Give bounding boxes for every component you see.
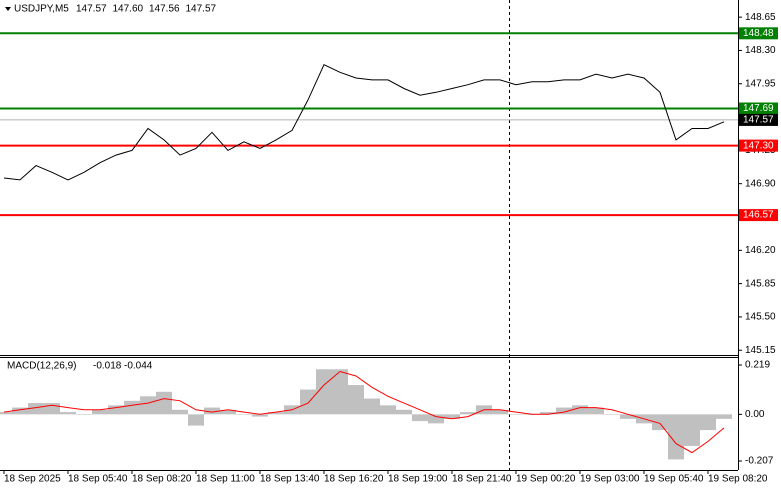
signal-value: -0.044	[124, 361, 153, 372]
y-tick-label: 148.30	[745, 45, 776, 56]
y-tick-label: 147.95	[745, 78, 776, 89]
macd-value: -0.018	[93, 361, 122, 372]
macd-bar	[652, 414, 668, 431]
x-tick-label: 18 Sep 13:40	[260, 474, 320, 485]
x-tick-label: 18 Sep 21:40	[452, 474, 512, 485]
y-tick-label: 0.00	[745, 409, 765, 420]
macd-bar	[0, 412, 12, 415]
ohlc-value: 147.57	[76, 4, 107, 15]
macd-bar	[252, 414, 268, 417]
macd-bar	[444, 414, 460, 419]
signal-line	[3, 370, 725, 454]
macd-bar	[220, 409, 236, 415]
macd-bar	[492, 409, 508, 415]
macd-bar	[700, 414, 716, 431]
macd-bar	[92, 409, 108, 415]
x-tick-label: 18 Sep 16:20	[324, 474, 384, 485]
macd-bar	[188, 414, 204, 426]
macd-bar	[508, 414, 524, 415]
y-tick-label: -0.207	[745, 456, 774, 467]
macd-bar	[348, 385, 364, 415]
ohlc-value: 147.56	[149, 4, 180, 15]
macd-bar	[412, 414, 428, 422]
x-tick-label: 18 Sep 19:00	[388, 474, 448, 485]
y-tick-label: 146.20	[745, 245, 776, 256]
y-tick-label: 145.15	[745, 345, 776, 356]
last-price-label: 147.57	[743, 115, 774, 126]
level-label-box	[739, 102, 778, 115]
x-tick-label: 19 Sep 05:40	[644, 474, 704, 485]
level-label-box	[739, 139, 778, 152]
last-price-box	[739, 113, 778, 126]
menu-arrow	[5, 7, 11, 11]
macd-bar	[716, 414, 732, 419]
ohlc-value: 147.60	[113, 4, 144, 15]
macd-bar	[172, 409, 188, 415]
macd-bar	[76, 414, 92, 415]
macd-bar	[364, 398, 380, 415]
y-tick-label: 148.65	[745, 12, 776, 23]
macd-bar	[604, 414, 620, 415]
x-tick-label: 19 Sep 08:20	[708, 474, 768, 485]
macd-bar	[588, 407, 604, 415]
level-label: 148.48	[743, 28, 774, 39]
macd-bar	[540, 412, 556, 415]
price-line	[3, 64, 725, 181]
macd-bar	[396, 409, 412, 415]
macd-bar	[572, 405, 588, 415]
x-tick-label: 18 Sep 2025	[4, 474, 61, 485]
x-tick-label: 19 Sep 00:20	[516, 474, 576, 485]
macd-bar	[108, 405, 124, 415]
macd-bar	[140, 396, 156, 415]
y-tick-label: 146.90	[745, 178, 776, 189]
macd-bar	[124, 400, 140, 415]
level-label-box	[739, 209, 778, 222]
macd-bar	[332, 369, 348, 415]
indicator-title: MACD(12,26,9)	[7, 361, 76, 372]
level-label: 146.57	[743, 210, 774, 221]
y-tick-label: 145.50	[745, 312, 776, 323]
x-tick-label: 18 Sep 05:40	[68, 474, 128, 485]
macd-bar	[12, 407, 28, 415]
chart-title: USDJPY,M5	[14, 4, 69, 15]
x-tick-label: 18 Sep 08:20	[132, 474, 192, 485]
macd-bar	[268, 412, 284, 415]
macd-bar	[300, 389, 316, 415]
level-label: 147.30	[743, 140, 774, 151]
level-label-box	[739, 27, 778, 40]
macd-bar	[380, 405, 396, 415]
macd-bar	[668, 414, 684, 460]
macd-bar	[28, 403, 44, 415]
x-tick-label: 18 Sep 11:00	[196, 474, 255, 485]
y-tick-label: 145.85	[745, 278, 776, 289]
macd-bar	[684, 414, 700, 446]
macd-bar	[156, 391, 172, 415]
macd-bar	[556, 407, 572, 415]
level-label: 147.69	[743, 103, 774, 114]
macd-bar	[44, 403, 60, 415]
macd-bar	[620, 414, 636, 419]
y-tick-label: 0.219	[745, 360, 770, 371]
macd-bar	[204, 407, 220, 415]
macd-bar	[60, 412, 76, 415]
macd-bar	[316, 369, 332, 415]
macd-bar	[460, 412, 476, 415]
macd-bar	[428, 414, 444, 424]
ohlc-value: 147.57	[186, 4, 217, 15]
x-tick-label: 19 Sep 03:00	[580, 474, 640, 485]
macd-bar	[236, 414, 252, 415]
